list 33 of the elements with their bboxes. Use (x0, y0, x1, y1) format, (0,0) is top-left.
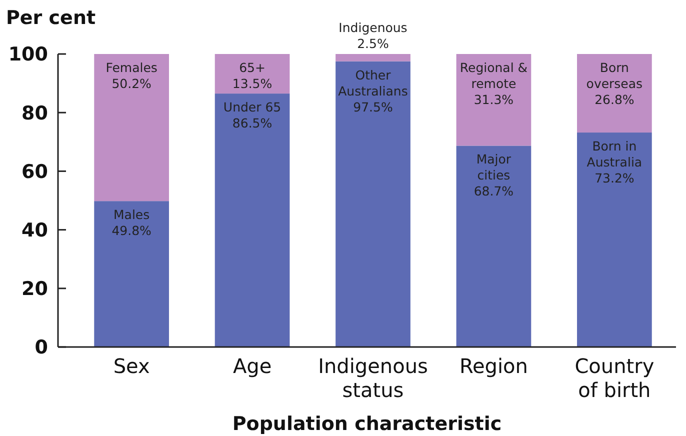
data-label: Born overseas 26.8% (586, 60, 643, 107)
data-label: Under 65 86.5% (223, 100, 282, 131)
data-label: Indigenous 2.5% (338, 20, 408, 51)
y-axis-title: Per cent (6, 7, 96, 29)
bar (336, 54, 410, 62)
y-tick-label: 0 (34, 336, 48, 359)
x-tick-label: Country of birth (574, 354, 654, 402)
data-label: Born in Australia 73.2% (586, 138, 642, 186)
y-tick-label: 100 (8, 44, 48, 66)
bar (214, 94, 290, 347)
data-label: 65+ 13.5% (232, 60, 272, 91)
y-tick-label: 80 (22, 102, 48, 124)
bar (214, 54, 290, 94)
y-tick-label: 60 (22, 160, 48, 183)
x-tick-label: Sex (113, 354, 150, 378)
x-axis-title: Population characteristic (232, 413, 502, 435)
x-tick-label: Region (459, 354, 528, 378)
bar (577, 132, 652, 347)
x-tick-label: Indigenous status (318, 354, 428, 402)
bar (577, 54, 652, 133)
y-tick-label: 40 (22, 219, 48, 242)
bar (94, 201, 169, 347)
data-label: Major cities 68.7% (474, 152, 514, 199)
data-label: Other Australians 97.5% (338, 67, 408, 114)
data-label: Regional & remote 31.3% (460, 60, 528, 107)
y-tick-label: 20 (22, 278, 48, 300)
bar (94, 54, 169, 202)
bar (456, 54, 532, 146)
x-tick-label: Age (232, 354, 272, 378)
bar (336, 61, 410, 347)
bar (456, 146, 532, 347)
data-label: Males 49.8% (112, 207, 152, 238)
data-label: Females 50.2% (106, 60, 158, 91)
